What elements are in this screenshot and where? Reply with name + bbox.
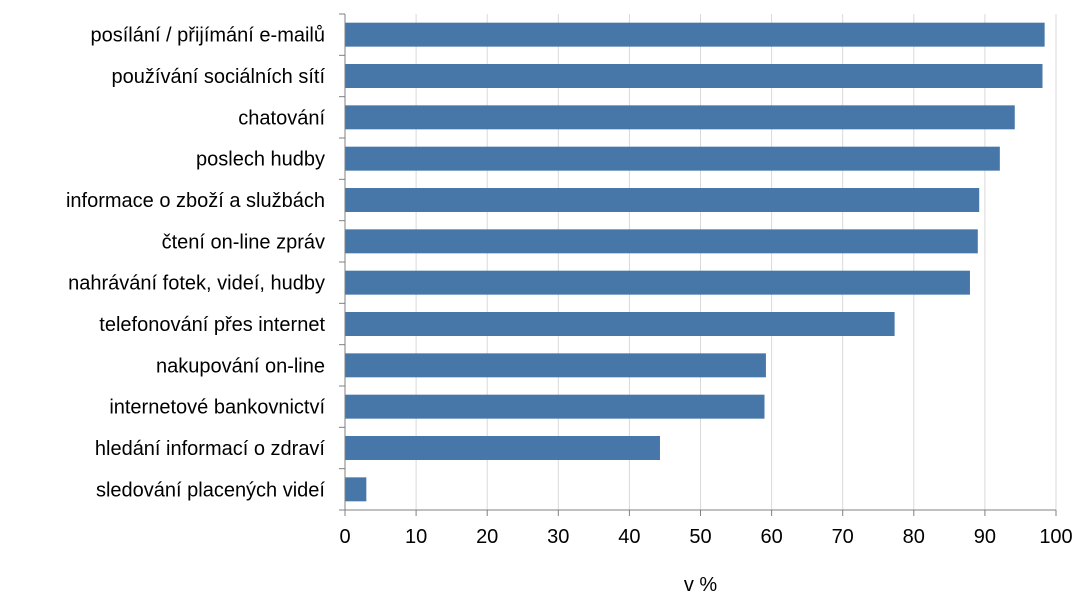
- category-label: posílání / přijímání e-mailů: [90, 25, 325, 47]
- bar: [345, 353, 766, 378]
- bar: [345, 394, 765, 419]
- x-tick-label: 80: [903, 526, 925, 548]
- category-label: poslech hudby: [196, 149, 325, 171]
- bar: [345, 22, 1045, 47]
- grid-lines: [415, 14, 1057, 510]
- category-label: čtení on-line zpráv: [162, 231, 325, 253]
- x-tick-label: 50: [689, 526, 711, 548]
- bar: [345, 436, 660, 460]
- x-tick-label: 10: [405, 526, 427, 548]
- bar: [345, 270, 970, 295]
- x-tick-label: 0: [339, 526, 350, 548]
- x-tick-labels: 0 10 20 30 40 50 60 70 80 90 100: [339, 526, 1072, 548]
- bar: [345, 105, 1015, 130]
- x-axis-title: v %: [684, 574, 718, 596]
- category-label: chatování: [238, 107, 325, 129]
- category-labels: posílání / přijímání e-mailů používání so…: [66, 25, 325, 502]
- bar: [345, 188, 980, 212]
- bar: [345, 64, 1043, 88]
- bars: [345, 22, 1045, 502]
- category-label: používání sociálních sítí: [112, 66, 326, 88]
- x-tick-label: 100: [1039, 526, 1072, 548]
- x-tick-label: 70: [832, 526, 854, 548]
- bar: [345, 146, 1000, 171]
- x-tick-label: 20: [476, 526, 498, 548]
- bar: [345, 312, 895, 336]
- bar: [345, 229, 978, 254]
- x-tick-label: 30: [547, 526, 569, 548]
- category-label: nakupování on-line: [156, 355, 325, 377]
- category-label: hledání informací o zdraví: [95, 438, 326, 460]
- axes: [339, 13, 1057, 516]
- x-tick-label: 40: [618, 526, 640, 548]
- category-label: telefonování přes internet: [99, 314, 325, 336]
- bar: [345, 477, 367, 502]
- category-label: informace o zboží a službách: [66, 190, 325, 212]
- category-label: nahrávání fotek, videí, hudby: [68, 273, 325, 295]
- category-label: internetové bankovnictví: [109, 397, 325, 419]
- x-tick-label: 60: [760, 526, 782, 548]
- x-tick-label: 90: [974, 526, 996, 548]
- category-label: sledování placených videí: [96, 479, 325, 501]
